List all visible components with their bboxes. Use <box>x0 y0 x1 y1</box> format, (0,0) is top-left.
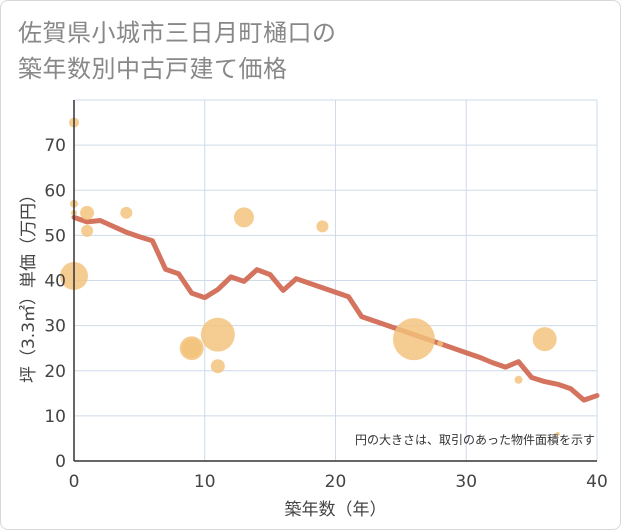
data-bubble <box>181 338 202 359</box>
data-bubble <box>200 317 235 352</box>
grid <box>74 99 598 461</box>
y-axis-title: 坪（3.3㎡）単価（万円） <box>19 186 39 383</box>
x-tick-label: 30 <box>455 472 477 492</box>
data-bubble <box>81 224 94 237</box>
x-tick-label: 0 <box>69 472 80 492</box>
trend-line <box>71 214 600 403</box>
trend-layer <box>71 214 600 403</box>
y-tick-label: 20 <box>44 362 66 382</box>
chart-title: 佐賀県小城市三日月町樋口の 築年数別中古戸建て価格 <box>18 15 337 87</box>
x-tick-label: 40 <box>586 472 608 492</box>
data-bubble <box>210 359 225 374</box>
data-bubble <box>120 206 133 219</box>
data-bubble <box>555 431 560 436</box>
y-tick-label: 10 <box>44 407 66 427</box>
y-tick-label: 40 <box>44 272 66 292</box>
chart-title-line-2: 築年数別中古戸建て価格 <box>18 55 288 83</box>
data-bubble <box>316 220 329 233</box>
axes <box>73 100 597 462</box>
y-tick-label: 30 <box>44 317 66 337</box>
data-bubble <box>514 375 523 384</box>
y-tick-label: 70 <box>44 136 66 156</box>
y-tick-label: 0 <box>55 452 66 472</box>
chart-title-line-1: 佐賀県小城市三日月町樋口の <box>18 19 337 47</box>
x-tick-label: 10 <box>194 472 216 492</box>
x-tick-label: 20 <box>325 472 347 492</box>
data-bubble <box>437 340 444 347</box>
tick-labels: 0 10 20 30 40 0 10 20 30 40 50 60 70 <box>44 136 607 492</box>
y-tick-label: 60 <box>44 181 66 201</box>
data-bubble <box>80 205 95 220</box>
y-tick-label: 50 <box>44 226 66 246</box>
data-bubble <box>532 327 557 352</box>
x-axis-title: 築年数（年） <box>285 500 387 520</box>
data-bubble <box>233 207 254 228</box>
bubble-layer <box>60 117 560 436</box>
data-bubble <box>392 318 435 361</box>
bubble-size-note: 円の大きさは、取引のあった物件面積を示す <box>355 432 595 447</box>
